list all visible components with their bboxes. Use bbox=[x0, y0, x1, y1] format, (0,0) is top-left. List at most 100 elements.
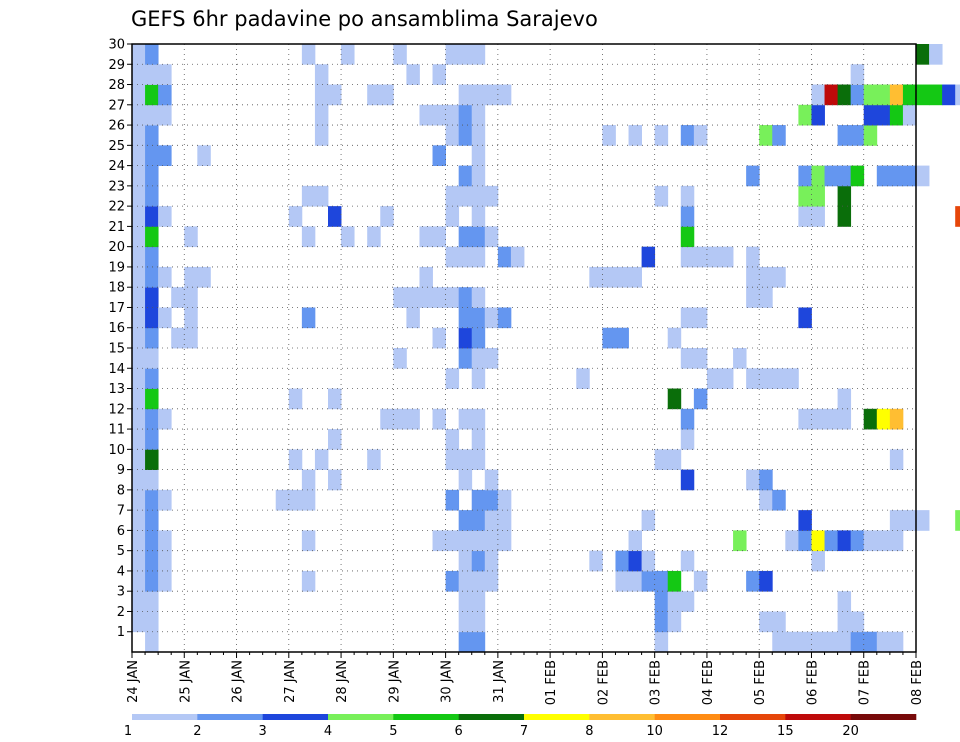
heatmap-cell bbox=[471, 84, 486, 106]
heatmap-cell bbox=[811, 530, 825, 552]
heatmap-cell bbox=[471, 145, 486, 166]
x-tick-label: 05 FEB bbox=[753, 660, 768, 705]
heatmap-cell bbox=[850, 165, 865, 187]
y-tick-label: 13 bbox=[108, 382, 125, 397]
heatmap-cell bbox=[628, 550, 642, 572]
heatmap-cell bbox=[158, 489, 172, 511]
heatmap-cell bbox=[484, 226, 499, 248]
heatmap-cell bbox=[432, 226, 446, 248]
heatmap-cell bbox=[680, 226, 695, 248]
heatmap-cell bbox=[301, 489, 316, 511]
heatmap-cell bbox=[158, 266, 172, 288]
heatmap-cell bbox=[576, 368, 590, 389]
heatmap-cell bbox=[615, 550, 629, 572]
heatmap-cell bbox=[824, 84, 838, 106]
heatmap-cell bbox=[889, 104, 904, 126]
heatmap-cell bbox=[145, 307, 159, 329]
heatmap-cell bbox=[876, 408, 891, 430]
heatmap-cell bbox=[328, 206, 342, 227]
heatmap-cell bbox=[720, 368, 734, 389]
heatmap-cell bbox=[197, 266, 211, 288]
y-tick-label: 16 bbox=[108, 321, 125, 336]
heatmap-cell bbox=[367, 226, 381, 248]
heatmap-cell bbox=[641, 570, 656, 592]
heatmap-cell bbox=[798, 104, 812, 126]
heatmap-cell bbox=[916, 165, 930, 187]
heatmap-cell bbox=[471, 185, 486, 207]
heatmap-cell bbox=[458, 510, 473, 531]
heatmap-cell bbox=[458, 226, 473, 248]
heatmap-cell bbox=[301, 307, 316, 329]
y-tick-label: 24 bbox=[108, 159, 125, 174]
y-tick-label: 14 bbox=[108, 362, 125, 377]
x-tick-label: 07 FEB bbox=[858, 660, 873, 705]
heatmap-cell bbox=[471, 287, 486, 308]
heatmap-cell bbox=[445, 429, 460, 450]
heatmap-cell bbox=[772, 266, 786, 288]
heatmap-cell bbox=[798, 408, 812, 430]
heatmap-cell bbox=[746, 165, 760, 187]
heatmap-cell bbox=[680, 408, 695, 430]
heatmap-cell bbox=[484, 530, 499, 552]
colorbar-label: 4 bbox=[324, 724, 332, 739]
colorbar-swatch bbox=[654, 714, 721, 720]
y-tick-label: 18 bbox=[108, 281, 125, 296]
heatmap-cell bbox=[445, 125, 460, 146]
heatmap-cell bbox=[942, 84, 956, 106]
heatmap-cell bbox=[667, 611, 682, 633]
heatmap-cell bbox=[955, 206, 960, 227]
colorbar-label: 8 bbox=[585, 724, 593, 739]
heatmap-cell bbox=[850, 125, 865, 146]
heatmap-cell bbox=[602, 125, 616, 146]
heatmap-cell bbox=[328, 469, 342, 491]
y-tick-label: 30 bbox=[108, 38, 125, 53]
heatmap-cell bbox=[876, 165, 891, 187]
heatmap-cell bbox=[811, 206, 825, 227]
heatmap-cell bbox=[902, 84, 917, 106]
heatmap-cell bbox=[445, 530, 460, 552]
heatmap-cell bbox=[158, 84, 172, 106]
heatmap-cell bbox=[145, 591, 159, 612]
heatmap-cell bbox=[772, 611, 786, 633]
heatmap-cell bbox=[132, 145, 146, 166]
heatmap-cell bbox=[641, 510, 656, 531]
heatmap-cell bbox=[406, 287, 420, 308]
heatmap-cell bbox=[876, 104, 891, 126]
heatmap-cell bbox=[916, 44, 930, 65]
heatmap-cell bbox=[680, 591, 695, 612]
heatmap-cell bbox=[445, 206, 460, 227]
heatmap-cell bbox=[132, 530, 146, 552]
heatmap-cell bbox=[132, 64, 146, 85]
heatmap-cell bbox=[406, 408, 420, 430]
heatmap-cell bbox=[746, 368, 760, 389]
heatmap-cell bbox=[158, 550, 172, 572]
heatmap-cell bbox=[132, 44, 146, 65]
heatmap-cell bbox=[889, 631, 904, 653]
heatmap-cell bbox=[837, 631, 852, 653]
heatmap-cell bbox=[680, 429, 695, 450]
heatmap-cell bbox=[667, 570, 682, 592]
heatmap-cell bbox=[484, 489, 499, 511]
x-tick-label: 02 FEB bbox=[596, 660, 611, 705]
heatmap-cell bbox=[746, 570, 760, 592]
heatmap-cell bbox=[889, 165, 904, 187]
heatmap-cell bbox=[484, 550, 499, 572]
heatmap-cell bbox=[889, 449, 904, 470]
heatmap-cell bbox=[733, 530, 747, 552]
heatmap-cell bbox=[759, 125, 773, 146]
heatmap-cell bbox=[772, 631, 786, 653]
x-tick-label: 25 JAN bbox=[178, 660, 193, 703]
heatmap-cell bbox=[145, 449, 159, 470]
heatmap-cell bbox=[471, 449, 486, 470]
x-tick-label: 03 FEB bbox=[649, 660, 664, 705]
heatmap-cell bbox=[785, 631, 799, 653]
heatmap-cell bbox=[798, 530, 812, 552]
heatmap-cell bbox=[680, 469, 695, 491]
colorbar-label: 15 bbox=[777, 724, 794, 739]
heatmap-cell bbox=[275, 489, 290, 511]
heatmap-cell bbox=[876, 530, 891, 552]
heatmap-cell bbox=[497, 246, 512, 268]
x-tick-label: 28 JAN bbox=[335, 660, 350, 703]
colorbar-swatch bbox=[785, 714, 851, 720]
heatmap-cell bbox=[458, 449, 473, 470]
